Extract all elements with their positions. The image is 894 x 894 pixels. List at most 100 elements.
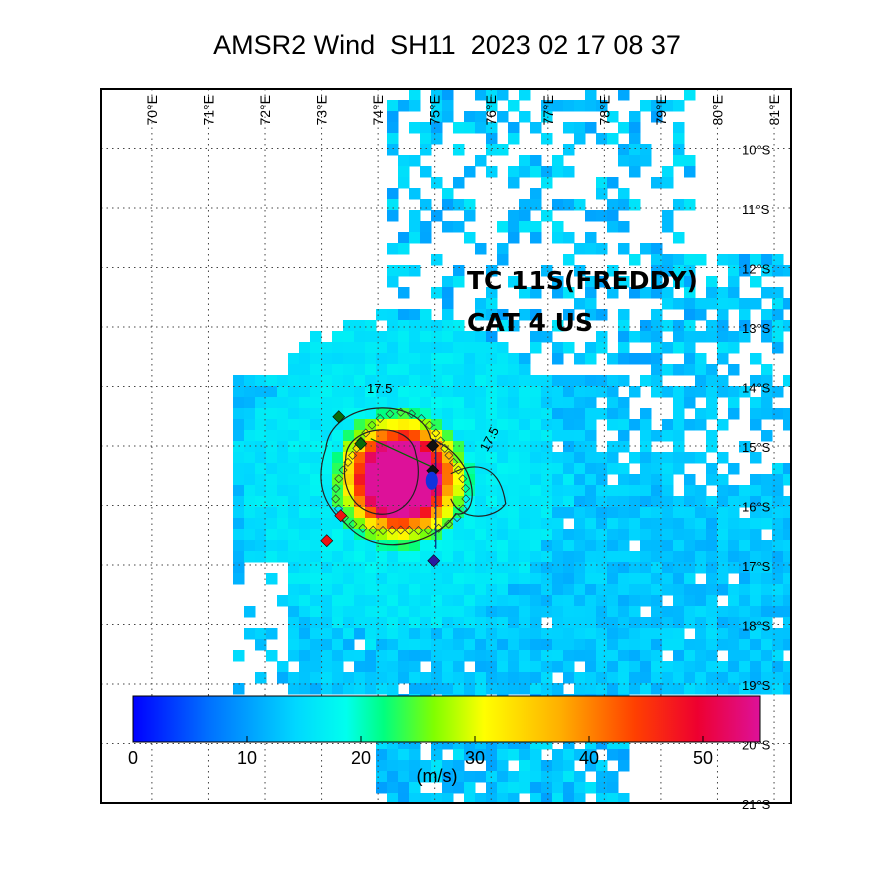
wind-pixel [409, 595, 421, 607]
wind-pixel [255, 672, 267, 684]
wind-pixel [585, 463, 597, 475]
wind-pixel [673, 441, 685, 453]
wind-pixel [574, 507, 586, 519]
wind-pixel [288, 408, 300, 420]
wind-pixel [684, 661, 696, 673]
wind-pixel [541, 562, 553, 574]
wind-pixel [387, 782, 399, 794]
wind-pixel [310, 518, 322, 530]
wind-pixel [299, 386, 311, 398]
radius-point [378, 525, 388, 535]
wind-pixel [783, 419, 791, 431]
wind-pixel [233, 474, 245, 486]
wind-pixel [266, 485, 278, 497]
wind-pixel [530, 595, 542, 607]
wind-pixel [244, 452, 256, 464]
wind-pixel [365, 364, 377, 376]
lat-tick-label: 13°S [742, 321, 771, 336]
wind-pixel [519, 353, 531, 365]
wind-pixel [574, 529, 586, 541]
wind-pixel [695, 661, 707, 673]
wind-pixel [464, 364, 476, 376]
wind-pixel [354, 606, 366, 618]
radius-point [458, 474, 468, 484]
wind-pixel [717, 287, 729, 299]
wind-pixel [420, 639, 432, 651]
wind-pixel [299, 562, 311, 574]
wind-pixel [662, 452, 674, 464]
wind-pixel [409, 529, 421, 541]
wind-pixel [321, 507, 333, 519]
wind-pixel [409, 518, 421, 530]
wind-pixel [673, 254, 685, 266]
wind-pixel [376, 551, 388, 563]
wind-pixel [376, 430, 388, 442]
wind-pixel [541, 375, 553, 387]
wind-pixel [387, 430, 399, 442]
wind-pixel [761, 650, 773, 662]
wind-pixel [310, 661, 322, 673]
wind-pixel [332, 364, 344, 376]
wind-pixel [618, 562, 630, 574]
wind-pixel [420, 309, 432, 321]
wind-pixel [387, 540, 399, 552]
wind-pixel [431, 628, 443, 640]
wind-pixel [497, 540, 509, 552]
wind-pixel [585, 122, 597, 134]
wind-pixel [541, 452, 553, 464]
wind-pixel [453, 540, 465, 552]
wind-pixel [574, 452, 586, 464]
wind-pixel [607, 496, 619, 508]
wind-pixel [695, 452, 707, 464]
wind-pixel [717, 661, 729, 673]
wind-pixel [497, 661, 509, 673]
wind-pixel [585, 639, 597, 651]
wind-pixel [651, 672, 663, 684]
wind-pixel [728, 617, 740, 629]
wind-pixel [673, 551, 685, 563]
wind-pixel [772, 309, 784, 321]
wind-pixel [629, 661, 641, 673]
wind-pixel [497, 529, 509, 541]
wind-pixel [442, 562, 454, 574]
wind-pixel [552, 485, 564, 497]
wind-pixel [673, 144, 685, 156]
lat-tick-label: 10°S [742, 143, 771, 158]
wind-pixel [761, 639, 773, 651]
wind-pixel [530, 463, 542, 475]
wind-pixel [508, 683, 520, 695]
wind-pixel [332, 463, 344, 475]
wind-pixel [761, 265, 773, 277]
wind-pixel [618, 408, 630, 420]
wind-pixel [376, 331, 388, 343]
wind-pixel [387, 760, 399, 772]
wind-pixel [244, 430, 256, 442]
wind-pixel [475, 122, 487, 134]
wind-pixel [574, 782, 586, 794]
wind-pixel [673, 617, 685, 629]
wind-pixel [508, 540, 520, 552]
wind-pixel [629, 683, 641, 695]
radius-point [407, 409, 417, 419]
wind-pixel [376, 540, 388, 552]
wind-pixel [321, 463, 333, 475]
wind-pixel [596, 188, 608, 200]
wind-pixel [640, 551, 652, 563]
wind-pixel [376, 628, 388, 640]
wind-pixel [552, 782, 564, 794]
wind-pixel [453, 331, 465, 343]
wind-pixel [453, 584, 465, 596]
wind-pixel [761, 617, 773, 629]
wind-pixel [277, 485, 289, 497]
wind-pixel [387, 617, 399, 629]
wind-pixel [398, 265, 410, 277]
wind-pixel [288, 496, 300, 508]
wind-pixel [541, 331, 553, 343]
wind-pixel [442, 408, 454, 420]
wind-pixel [728, 463, 740, 475]
wind-pixel [244, 386, 256, 398]
wind-pixel [442, 650, 454, 662]
wind-pixel [387, 188, 399, 200]
wind-pixel [409, 760, 421, 772]
wind-pixel [706, 606, 718, 618]
